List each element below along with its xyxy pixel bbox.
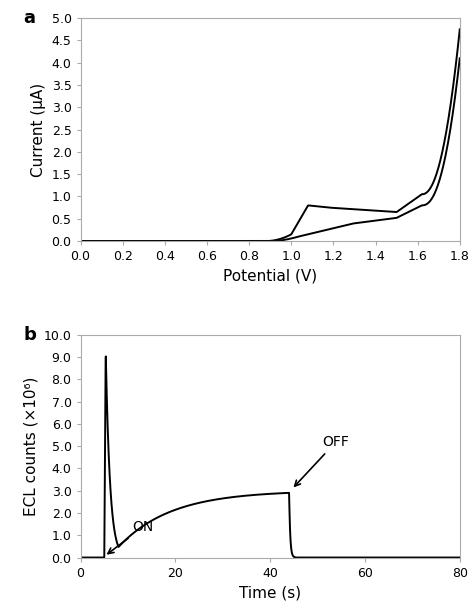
Y-axis label: ECL counts (×10⁶): ECL counts (×10⁶) <box>23 376 38 516</box>
Text: ON: ON <box>108 520 154 554</box>
Text: OFF: OFF <box>295 435 349 486</box>
X-axis label: Potential (V): Potential (V) <box>223 268 317 284</box>
Text: a: a <box>24 9 36 27</box>
Y-axis label: Current (μA): Current (μA) <box>31 82 46 177</box>
Text: b: b <box>24 326 36 344</box>
X-axis label: Time (s): Time (s) <box>239 585 301 600</box>
